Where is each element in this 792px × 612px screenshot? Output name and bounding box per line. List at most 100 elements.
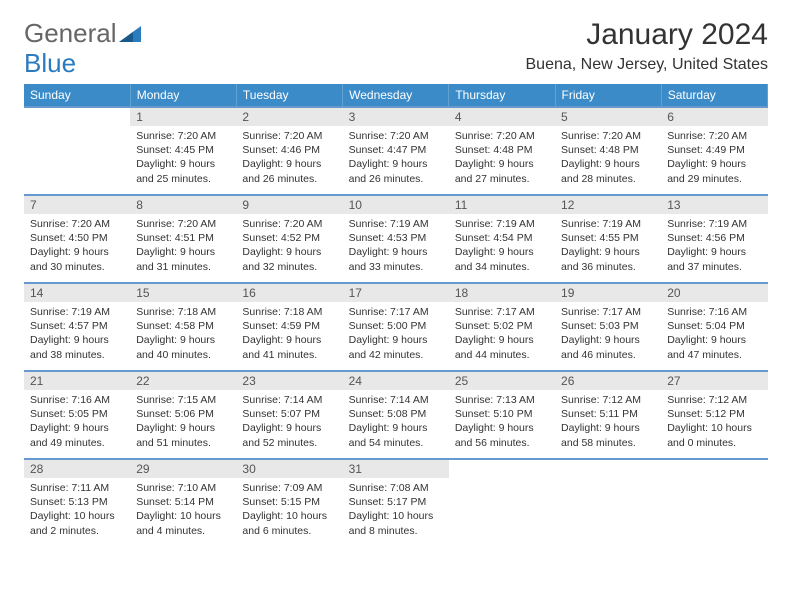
sunset-text: Sunset: 4:45 PM <box>136 143 230 157</box>
sunrise-text: Sunrise: 7:20 AM <box>455 129 549 143</box>
calendar-day-cell: 15Sunrise: 7:18 AMSunset: 4:58 PMDayligh… <box>130 283 236 371</box>
day-number: 23 <box>236 372 342 390</box>
sunrise-text: Sunrise: 7:19 AM <box>455 217 549 231</box>
day-content: Sunrise: 7:20 AMSunset: 4:52 PMDaylight:… <box>236 214 342 278</box>
sunset-text: Sunset: 4:50 PM <box>30 231 124 245</box>
day-number: 10 <box>343 196 449 214</box>
day-number: 24 <box>343 372 449 390</box>
calendar-day-cell: 13Sunrise: 7:19 AMSunset: 4:56 PMDayligh… <box>661 195 767 283</box>
day-content: Sunrise: 7:17 AMSunset: 5:02 PMDaylight:… <box>449 302 555 366</box>
daylight-text: Daylight: 9 hours and 49 minutes. <box>30 421 124 449</box>
sunrise-text: Sunrise: 7:13 AM <box>455 393 549 407</box>
day-number: 19 <box>555 284 661 302</box>
daylight-text: Daylight: 9 hours and 51 minutes. <box>136 421 230 449</box>
page-title: January 2024 <box>526 18 769 52</box>
day-number: 8 <box>130 196 236 214</box>
sunrise-text: Sunrise: 7:19 AM <box>561 217 655 231</box>
sunset-text: Sunset: 4:53 PM <box>349 231 443 245</box>
calendar-day-cell: 11Sunrise: 7:19 AMSunset: 4:54 PMDayligh… <box>449 195 555 283</box>
day-content: Sunrise: 7:14 AMSunset: 5:08 PMDaylight:… <box>343 390 449 454</box>
weekday-header: Tuesday <box>236 84 342 107</box>
weekday-header: Monday <box>130 84 236 107</box>
sunrise-text: Sunrise: 7:18 AM <box>242 305 336 319</box>
day-number: 4 <box>449 108 555 126</box>
daylight-text: Daylight: 9 hours and 41 minutes. <box>242 333 336 361</box>
day-content: Sunrise: 7:12 AMSunset: 5:11 PMDaylight:… <box>555 390 661 454</box>
daylight-text: Daylight: 10 hours and 4 minutes. <box>136 509 230 537</box>
day-number: 1 <box>130 108 236 126</box>
day-content: Sunrise: 7:12 AMSunset: 5:12 PMDaylight:… <box>661 390 767 454</box>
sunset-text: Sunset: 5:17 PM <box>349 495 443 509</box>
logo-text-general: General <box>24 18 117 49</box>
daylight-text: Daylight: 9 hours and 46 minutes. <box>561 333 655 361</box>
calendar-week-row: 14Sunrise: 7:19 AMSunset: 4:57 PMDayligh… <box>24 283 768 371</box>
calendar-day-cell: 30Sunrise: 7:09 AMSunset: 5:15 PMDayligh… <box>236 459 342 547</box>
sunset-text: Sunset: 4:58 PM <box>136 319 230 333</box>
day-number: 25 <box>449 372 555 390</box>
daylight-text: Daylight: 10 hours and 0 minutes. <box>667 421 761 449</box>
sunrise-text: Sunrise: 7:10 AM <box>136 481 230 495</box>
daylight-text: Daylight: 9 hours and 29 minutes. <box>667 157 761 185</box>
sunrise-text: Sunrise: 7:20 AM <box>242 129 336 143</box>
daylight-text: Daylight: 9 hours and 47 minutes. <box>667 333 761 361</box>
sunrise-text: Sunrise: 7:19 AM <box>30 305 124 319</box>
calendar-day-cell: 26Sunrise: 7:12 AMSunset: 5:11 PMDayligh… <box>555 371 661 459</box>
sunrise-text: Sunrise: 7:08 AM <box>349 481 443 495</box>
day-number: 28 <box>24 460 130 478</box>
day-content: Sunrise: 7:20 AMSunset: 4:49 PMDaylight:… <box>661 126 767 190</box>
sunset-text: Sunset: 4:56 PM <box>667 231 761 245</box>
sunrise-text: Sunrise: 7:19 AM <box>349 217 443 231</box>
calendar-day-cell: 27Sunrise: 7:12 AMSunset: 5:12 PMDayligh… <box>661 371 767 459</box>
day-number: 14 <box>24 284 130 302</box>
logo-text-blue: Blue <box>24 48 76 79</box>
sunset-text: Sunset: 4:52 PM <box>242 231 336 245</box>
sunrise-text: Sunrise: 7:20 AM <box>136 217 230 231</box>
sunrise-text: Sunrise: 7:16 AM <box>30 393 124 407</box>
calendar-table: SundayMondayTuesdayWednesdayThursdayFrid… <box>24 84 768 547</box>
calendar-day-cell <box>24 107 130 195</box>
day-content: Sunrise: 7:13 AMSunset: 5:10 PMDaylight:… <box>449 390 555 454</box>
calendar-day-cell: 12Sunrise: 7:19 AMSunset: 4:55 PMDayligh… <box>555 195 661 283</box>
calendar-day-cell: 28Sunrise: 7:11 AMSunset: 5:13 PMDayligh… <box>24 459 130 547</box>
day-content: Sunrise: 7:10 AMSunset: 5:14 PMDaylight:… <box>130 478 236 542</box>
daylight-text: Daylight: 9 hours and 32 minutes. <box>242 245 336 273</box>
sunset-text: Sunset: 5:13 PM <box>30 495 124 509</box>
location: Buena, New Jersey, United States <box>526 56 769 74</box>
calendar-day-cell <box>661 459 767 547</box>
calendar-body: 1Sunrise: 7:20 AMSunset: 4:45 PMDaylight… <box>24 107 768 547</box>
sunset-text: Sunset: 4:51 PM <box>136 231 230 245</box>
weekday-header: Sunday <box>24 84 130 107</box>
sunrise-text: Sunrise: 7:18 AM <box>136 305 230 319</box>
sunset-text: Sunset: 5:14 PM <box>136 495 230 509</box>
calendar-day-cell: 6Sunrise: 7:20 AMSunset: 4:49 PMDaylight… <box>661 107 767 195</box>
sunrise-text: Sunrise: 7:16 AM <box>667 305 761 319</box>
sunset-text: Sunset: 4:46 PM <box>242 143 336 157</box>
sunrise-text: Sunrise: 7:17 AM <box>349 305 443 319</box>
sunset-text: Sunset: 4:55 PM <box>561 231 655 245</box>
day-content: Sunrise: 7:11 AMSunset: 5:13 PMDaylight:… <box>24 478 130 542</box>
calendar-day-cell <box>449 459 555 547</box>
sunset-text: Sunset: 5:03 PM <box>561 319 655 333</box>
day-number: 11 <box>449 196 555 214</box>
sunrise-text: Sunrise: 7:12 AM <box>667 393 761 407</box>
sunset-text: Sunset: 4:48 PM <box>455 143 549 157</box>
day-content: Sunrise: 7:20 AMSunset: 4:47 PMDaylight:… <box>343 126 449 190</box>
calendar-day-cell: 19Sunrise: 7:17 AMSunset: 5:03 PMDayligh… <box>555 283 661 371</box>
daylight-text: Daylight: 9 hours and 30 minutes. <box>30 245 124 273</box>
day-number: 21 <box>24 372 130 390</box>
calendar-day-cell: 31Sunrise: 7:08 AMSunset: 5:17 PMDayligh… <box>343 459 449 547</box>
daylight-text: Daylight: 9 hours and 38 minutes. <box>30 333 124 361</box>
weekday-header: Saturday <box>661 84 767 107</box>
sunset-text: Sunset: 4:47 PM <box>349 143 443 157</box>
calendar-header-row: SundayMondayTuesdayWednesdayThursdayFrid… <box>24 84 768 107</box>
day-content: Sunrise: 7:08 AMSunset: 5:17 PMDaylight:… <box>343 478 449 542</box>
calendar-day-cell: 21Sunrise: 7:16 AMSunset: 5:05 PMDayligh… <box>24 371 130 459</box>
calendar-day-cell: 22Sunrise: 7:15 AMSunset: 5:06 PMDayligh… <box>130 371 236 459</box>
daylight-text: Daylight: 9 hours and 27 minutes. <box>455 157 549 185</box>
day-number: 16 <box>236 284 342 302</box>
sunrise-text: Sunrise: 7:11 AM <box>30 481 124 495</box>
calendar-week-row: 28Sunrise: 7:11 AMSunset: 5:13 PMDayligh… <box>24 459 768 547</box>
sunset-text: Sunset: 5:10 PM <box>455 407 549 421</box>
daylight-text: Daylight: 9 hours and 25 minutes. <box>136 157 230 185</box>
sunrise-text: Sunrise: 7:09 AM <box>242 481 336 495</box>
